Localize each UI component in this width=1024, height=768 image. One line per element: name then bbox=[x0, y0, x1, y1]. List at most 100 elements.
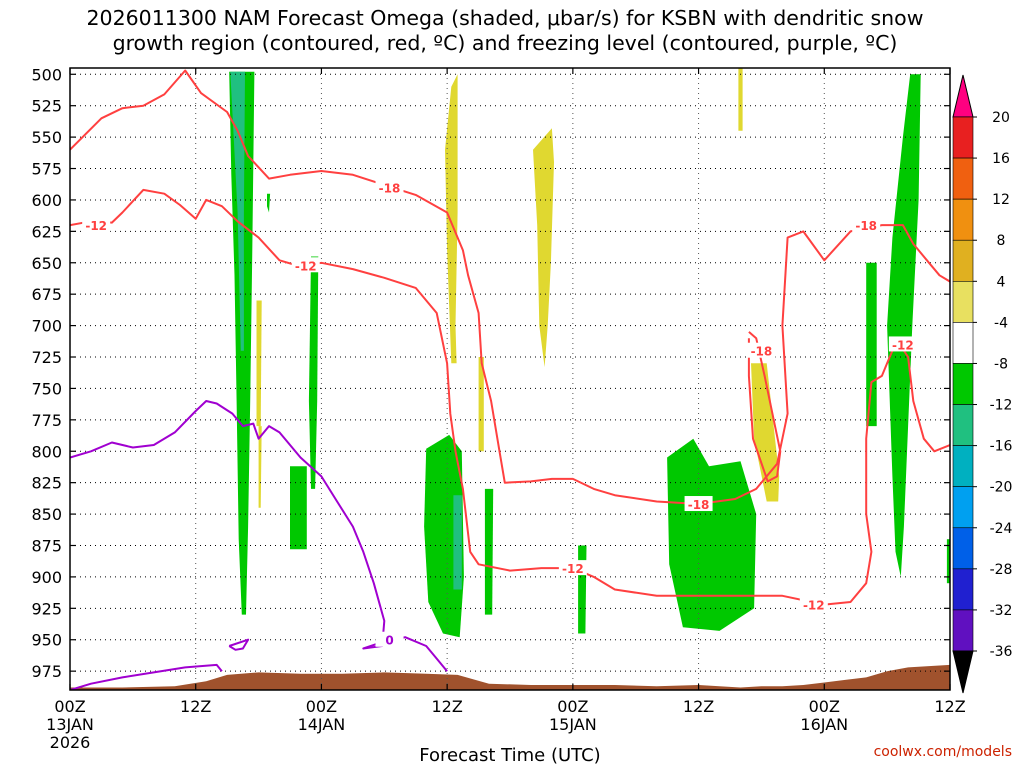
colorbar-label: -8 bbox=[994, 356, 1008, 372]
y-tick-label: 950 bbox=[31, 631, 62, 650]
contour-label-bg bbox=[558, 560, 587, 576]
contour-label: -18 bbox=[379, 181, 401, 195]
omega-upward-band-9 bbox=[866, 262, 877, 427]
contour-zero-lower bbox=[70, 663, 223, 690]
omega-downward-band-5 bbox=[533, 128, 554, 368]
y-axis: 500 525 550 575 600 625 650 675 700 725 750 775 800 8… bbox=[31, 65, 950, 681]
colorbar-bottom-arrow bbox=[952, 650, 974, 694]
y-tick-label: 650 bbox=[31, 254, 62, 273]
contours: -18 -18 -18 -18 -12 -12 -12 -12 -12 0 bbox=[70, 69, 950, 690]
colorbar-segment bbox=[952, 198, 974, 241]
colorbar-label: -32 bbox=[990, 603, 1013, 619]
y-tick-label: 600 bbox=[31, 191, 62, 210]
colorbar-label: -20 bbox=[990, 480, 1013, 496]
omega-upward-band-7 bbox=[667, 438, 757, 631]
colorbar-segment bbox=[952, 486, 974, 529]
contour-label-bg bbox=[375, 179, 404, 195]
title-line-1: 2026011300 NAM Forecast Omega (shaded, μ… bbox=[86, 6, 924, 30]
omega-upward-band-2 bbox=[308, 256, 319, 489]
omega-downward-band-2 bbox=[258, 426, 262, 508]
colorbar-label: 20 bbox=[992, 110, 1010, 126]
y-tick-label: 975 bbox=[31, 662, 62, 681]
contour-label-bg bbox=[82, 217, 111, 233]
y-tick-label: 725 bbox=[31, 348, 62, 367]
colorbar-label: -28 bbox=[990, 562, 1013, 578]
y-tick-label: 800 bbox=[31, 442, 62, 461]
title-line-2: growth region (contoured, red, ºC) and f… bbox=[112, 31, 898, 55]
colorbar-segment bbox=[952, 116, 974, 159]
colorbar-label: 12 bbox=[992, 192, 1010, 208]
colorbar-label: 16 bbox=[992, 151, 1010, 167]
colorbar-label: -36 bbox=[990, 644, 1013, 660]
contour-label-bg bbox=[375, 631, 404, 647]
y-tick-label: 825 bbox=[31, 474, 62, 493]
colorbar-segment bbox=[952, 609, 974, 652]
colorbar-top-arrow bbox=[952, 74, 974, 118]
contour-label: -12 bbox=[803, 599, 825, 613]
terrain bbox=[70, 664, 950, 690]
x-tick-label: 00Z bbox=[809, 697, 840, 716]
x-tick-label: 00Z bbox=[54, 697, 85, 716]
contour-label-bg bbox=[747, 342, 776, 358]
contour-label: -12 bbox=[892, 338, 914, 352]
x-tick-label: 12Z bbox=[683, 697, 714, 716]
contour-minus18-upper bbox=[70, 69, 950, 505]
colorbar-label: -12 bbox=[990, 398, 1013, 414]
colorbar-segment bbox=[952, 404, 974, 446]
colorbar-label: -4 bbox=[994, 315, 1008, 331]
x-tick-label: 00Z bbox=[557, 697, 588, 716]
contour-label: -18 bbox=[751, 345, 773, 359]
y-tick-label: 500 bbox=[31, 65, 62, 84]
omega-downward-band-4 bbox=[478, 357, 484, 452]
x-tick-date: 15JAN bbox=[549, 715, 597, 734]
omega-downward-band-1 bbox=[256, 300, 262, 427]
contour-label: -18 bbox=[855, 219, 877, 233]
y-tick-label: 850 bbox=[31, 505, 62, 524]
contour-label: -18 bbox=[688, 498, 710, 512]
x-tick-date: 14JAN bbox=[298, 715, 346, 734]
colorbar-label: -16 bbox=[990, 439, 1013, 455]
y-tick-label: 625 bbox=[31, 222, 62, 241]
y-tick-label: 925 bbox=[31, 599, 62, 618]
contour-label: -12 bbox=[562, 562, 584, 576]
x-axis-title: Forecast Time (UTC) bbox=[419, 745, 601, 766]
y-tick-label: 750 bbox=[31, 379, 62, 398]
grid bbox=[70, 68, 950, 690]
chart-title: 2026011300 NAM Forecast Omega (shaded, μ… bbox=[0, 6, 1010, 56]
colorbar-segment bbox=[952, 527, 974, 570]
colorbar-segment bbox=[952, 239, 974, 282]
colorbar-label: 8 bbox=[997, 233, 1006, 249]
x-tick-label: 12Z bbox=[180, 697, 211, 716]
terrain-layer bbox=[70, 664, 950, 690]
watermark[interactable]: coolwx.com/models bbox=[873, 744, 1012, 760]
contour-label-bg bbox=[291, 257, 320, 273]
y-tick-label: 675 bbox=[31, 285, 62, 304]
colorbar-segment bbox=[952, 281, 974, 323]
x-tick-label: 00Z bbox=[306, 697, 337, 716]
colorbar-label: 4 bbox=[997, 274, 1006, 290]
contour-label-bg bbox=[852, 217, 881, 233]
x-tick-date: 16JAN bbox=[800, 715, 848, 734]
omega-upward-band-5 bbox=[484, 488, 494, 615]
y-tick-label: 775 bbox=[31, 411, 62, 430]
contour-label-bg bbox=[684, 496, 713, 512]
y-tick-label: 875 bbox=[31, 536, 62, 555]
y-tick-label: 900 bbox=[31, 568, 62, 587]
omega-shading bbox=[229, 68, 950, 638]
omega-downward-band-7 bbox=[751, 363, 780, 502]
x-tick-label: 12Z bbox=[431, 697, 462, 716]
contour-zero bbox=[70, 400, 448, 672]
omega-upward-band-3 bbox=[290, 466, 307, 550]
contour-zero-small-loop bbox=[228, 638, 250, 651]
plot-frame bbox=[69, 67, 951, 691]
contour-minus12 bbox=[70, 188, 950, 606]
y-tick-label: 550 bbox=[31, 128, 62, 147]
colorbar-label: -24 bbox=[990, 521, 1013, 537]
contour-label-bg bbox=[888, 336, 917, 352]
colorbar-segment bbox=[952, 445, 974, 487]
x-tick-label: 12Z bbox=[934, 697, 965, 716]
colorbar: 20 16 12 8 4 -4 -8 -12 -16 -20 -24 -28 -32 -36 bbox=[952, 74, 1013, 694]
contour-label: -12 bbox=[85, 219, 107, 233]
